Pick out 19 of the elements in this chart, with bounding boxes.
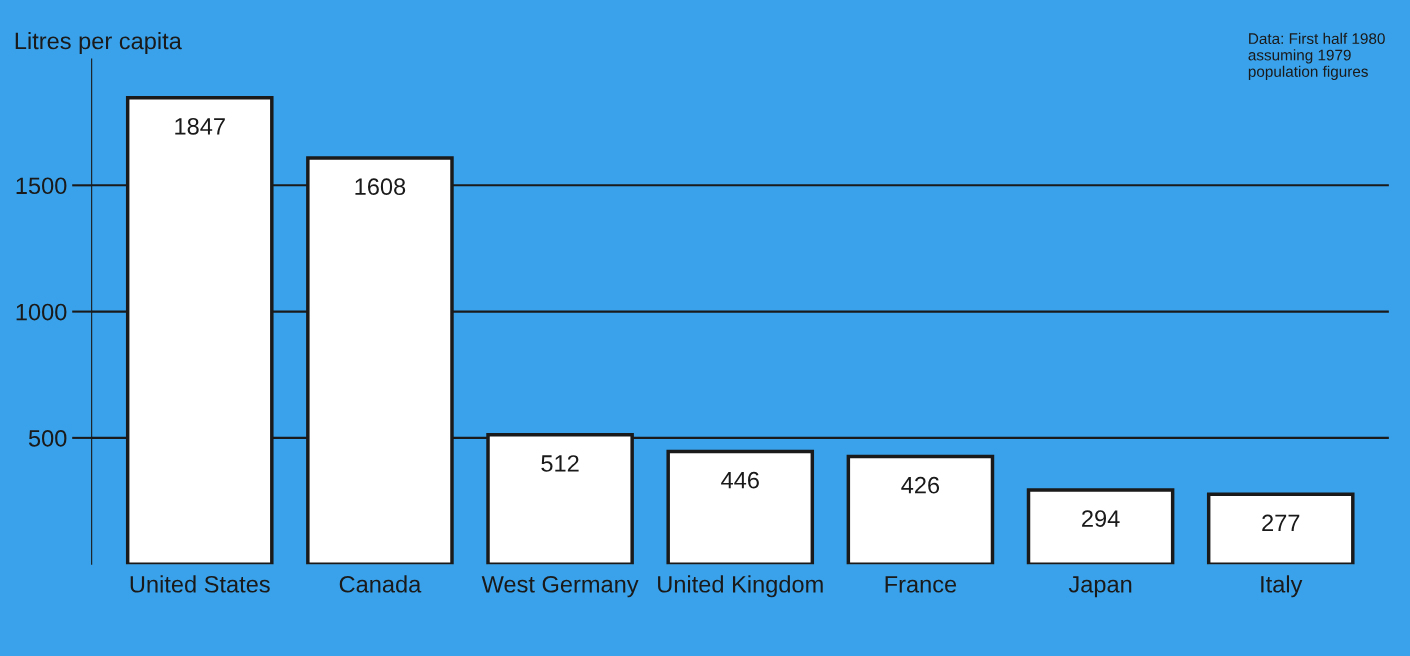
data-label: 426	[901, 476, 940, 494]
y-axis-title: Litres per capita	[15, 31, 182, 54]
y-tick-label: 1000	[16, 303, 67, 321]
data-label: 512	[541, 455, 579, 472]
y-tick-label: 1500	[16, 177, 67, 195]
data-label: 446	[721, 471, 759, 489]
annotation: Data: First half 1980 assuming 1979 population figures	[1248, 32, 1385, 80]
x-tick-label: West Germany	[481, 575, 639, 598]
x-tick-label: Canada	[339, 575, 422, 593]
data-label: 1847	[175, 117, 225, 135]
x-tick-label: Italy	[1261, 575, 1303, 598]
data-label: 277	[1262, 514, 1300, 531]
x-tick-label: Japan	[1068, 576, 1132, 598]
data-label: 294	[1082, 510, 1120, 527]
y-tick-label: 500	[28, 429, 67, 447]
x-tick-label: France	[885, 576, 957, 593]
x-tick-label: United States	[130, 575, 270, 593]
data-label: 1608	[355, 178, 406, 196]
x-tick-label: United Kingdom	[658, 575, 823, 598]
